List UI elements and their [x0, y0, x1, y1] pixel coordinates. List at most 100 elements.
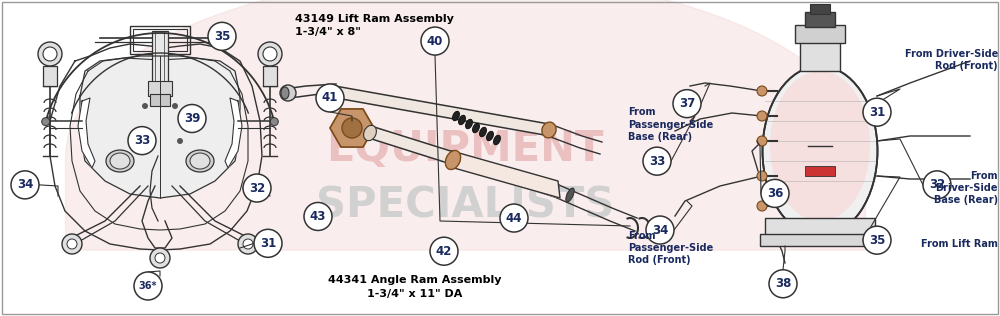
Circle shape — [769, 270, 797, 298]
Polygon shape — [452, 151, 560, 198]
Circle shape — [11, 171, 39, 199]
Circle shape — [172, 103, 178, 109]
Text: 37: 37 — [679, 97, 695, 110]
Circle shape — [243, 239, 253, 249]
Text: 43149 Lift Ram Assembly
1-3/4" x 8": 43149 Lift Ram Assembly 1-3/4" x 8" — [295, 14, 454, 37]
Circle shape — [208, 22, 236, 50]
Circle shape — [757, 136, 767, 146]
Circle shape — [342, 118, 362, 138]
Text: 35: 35 — [214, 30, 230, 43]
Ellipse shape — [453, 111, 459, 121]
Ellipse shape — [566, 188, 574, 202]
Text: SPECIALISTS: SPECIALISTS — [316, 185, 614, 226]
Ellipse shape — [445, 150, 461, 169]
Circle shape — [142, 103, 148, 109]
Text: From Driver-Side
Rod (Front): From Driver-Side Rod (Front) — [905, 49, 998, 71]
Bar — [130, 26, 190, 54]
Circle shape — [643, 147, 671, 175]
Bar — [263, 66, 277, 86]
Circle shape — [177, 138, 183, 144]
Polygon shape — [335, 86, 550, 136]
Polygon shape — [80, 56, 240, 198]
Circle shape — [67, 239, 77, 249]
Circle shape — [757, 86, 767, 96]
Ellipse shape — [281, 87, 289, 99]
Text: 44: 44 — [506, 211, 522, 225]
Bar — [810, 4, 830, 14]
Circle shape — [757, 201, 767, 211]
Ellipse shape — [487, 131, 493, 141]
Text: 34: 34 — [652, 223, 668, 237]
Circle shape — [38, 42, 62, 66]
Polygon shape — [330, 109, 374, 147]
Ellipse shape — [542, 122, 556, 138]
Circle shape — [430, 237, 458, 265]
Text: 39: 39 — [184, 112, 200, 125]
Text: 41: 41 — [322, 91, 338, 105]
Text: From
Driver-Side
Base (Rear): From Driver-Side Base (Rear) — [934, 171, 998, 205]
Ellipse shape — [459, 115, 465, 125]
Polygon shape — [355, 121, 559, 198]
Text: 42: 42 — [436, 245, 452, 258]
Bar — [150, 94, 170, 106]
Circle shape — [673, 90, 701, 118]
Text: 32: 32 — [249, 181, 265, 195]
Polygon shape — [225, 98, 242, 168]
Text: 44341 Angle Ram Assembly
1-3/4" x 11" DA: 44341 Angle Ram Assembly 1-3/4" x 11" DA — [328, 276, 502, 299]
Circle shape — [263, 47, 277, 61]
Ellipse shape — [770, 71, 870, 221]
Text: 36*: 36* — [139, 281, 157, 291]
Ellipse shape — [364, 125, 376, 141]
Text: 36: 36 — [767, 187, 783, 200]
Circle shape — [280, 85, 296, 101]
Bar — [805, 166, 835, 176]
Circle shape — [316, 84, 344, 112]
Text: 34: 34 — [17, 178, 33, 191]
Circle shape — [42, 118, 50, 126]
Ellipse shape — [763, 66, 878, 236]
Text: From
Passenger-Side
Rod (Front): From Passenger-Side Rod (Front) — [628, 231, 713, 265]
Bar — [148, 81, 172, 96]
Text: 43: 43 — [310, 210, 326, 223]
Text: 35: 35 — [869, 234, 885, 247]
Text: 40: 40 — [427, 34, 443, 48]
Circle shape — [178, 105, 206, 132]
Ellipse shape — [473, 123, 479, 133]
Polygon shape — [78, 98, 95, 168]
Circle shape — [134, 272, 162, 300]
Circle shape — [863, 98, 891, 126]
Bar — [133, 29, 187, 51]
Text: From
Passenger-Side
Base (Rear): From Passenger-Side Base (Rear) — [628, 107, 713, 142]
Bar — [760, 234, 880, 246]
Circle shape — [421, 27, 449, 55]
Ellipse shape — [110, 153, 130, 169]
Text: 31: 31 — [260, 237, 276, 250]
Circle shape — [243, 174, 271, 202]
Circle shape — [128, 127, 156, 155]
Circle shape — [500, 204, 528, 232]
Ellipse shape — [494, 135, 500, 145]
Circle shape — [155, 253, 165, 263]
Text: 33: 33 — [649, 155, 665, 168]
Ellipse shape — [186, 150, 214, 172]
Circle shape — [62, 234, 82, 254]
Ellipse shape — [480, 127, 486, 137]
Ellipse shape — [190, 153, 210, 169]
Circle shape — [43, 47, 57, 61]
Circle shape — [646, 216, 674, 244]
Circle shape — [863, 226, 891, 254]
Text: EQUIPMENT: EQUIPMENT — [326, 128, 604, 169]
Circle shape — [137, 138, 143, 144]
Bar — [43, 66, 57, 86]
Bar — [795, 25, 845, 43]
Text: 38: 38 — [775, 277, 791, 290]
Bar — [805, 12, 835, 27]
Ellipse shape — [106, 150, 134, 172]
Bar — [152, 31, 168, 86]
Circle shape — [757, 171, 767, 181]
Circle shape — [238, 234, 258, 254]
Circle shape — [150, 248, 170, 268]
Circle shape — [923, 171, 951, 199]
Circle shape — [270, 118, 278, 126]
Bar — [765, 218, 875, 236]
